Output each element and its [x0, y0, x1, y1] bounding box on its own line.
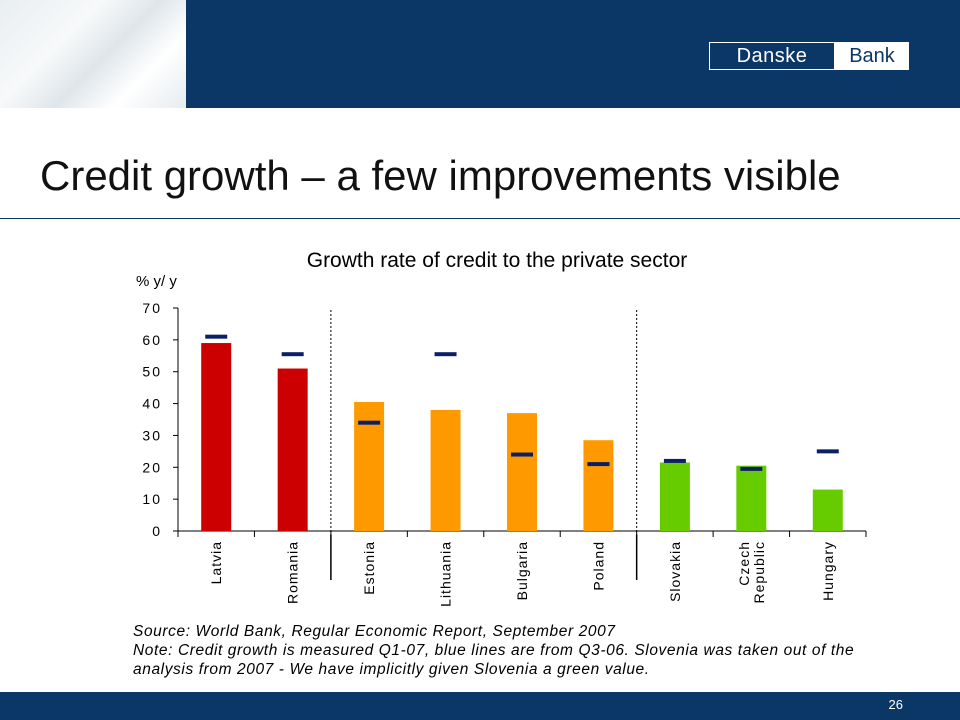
x-tick-label: Slovakia [667, 541, 683, 602]
marker-latvia [205, 334, 228, 339]
x-label-bulgaria: Bulgaria [514, 541, 530, 600]
x-tick-label: Poland [590, 541, 606, 591]
bar-lithuania [430, 409, 461, 531]
marker-estonia [358, 420, 381, 425]
bar-hungary [812, 489, 843, 531]
y-tick-label: 20 [142, 459, 162, 475]
bar-romania [277, 368, 308, 531]
header-decoration [0, 0, 186, 108]
y-tick-label: 30 [142, 427, 162, 443]
x-tick-labels: Latvia Romania Estonia Lithuania Bulgaria Pol… [208, 541, 836, 607]
x-label-poland: Poland [590, 541, 606, 591]
note-line-1: Note: Credit growth is measured Q1-07, b… [133, 642, 855, 659]
x-label-romania: Romania [285, 541, 301, 604]
logo-word-danske: Danske [710, 43, 836, 69]
note-line-2: analysis from 2007 - We have implicitly … [133, 661, 650, 678]
x-tick-label: Hungary [820, 541, 836, 601]
marker-lithuania [434, 352, 457, 357]
chart-title: Growth rate of credit to the private sec… [307, 249, 688, 272]
y-tick-label: 60 [142, 332, 162, 348]
bar-slovakia [659, 462, 690, 531]
page-number: 26 [888, 697, 903, 712]
x-label-estonia: Estonia [361, 541, 377, 595]
x-label-lithuania: Lithuania [438, 541, 454, 607]
y-tick-label: 40 [142, 396, 162, 412]
x-tick-label: Bulgaria [514, 541, 530, 600]
danske-bank-logo: Danske Bank [709, 42, 909, 70]
marker-romania [281, 352, 304, 357]
title-divider [0, 218, 960, 219]
y-axis-label: % y/ y [136, 273, 177, 290]
source-notes: Source: World Bank, Regular Economic Rep… [133, 622, 854, 679]
x-label-hungary: Hungary [820, 541, 836, 601]
y-tick-label: 0 [152, 523, 162, 539]
footer-band: 26 [0, 692, 960, 720]
x-label-slovakia: Slovakia [667, 541, 683, 602]
logo-word-bank: Bank [836, 43, 908, 69]
x-tick-label: Latvia [208, 541, 224, 584]
marker-slovakia [663, 458, 686, 463]
y-tick-label: 10 [142, 491, 162, 507]
marker-bulgaria [511, 452, 533, 457]
slide-title: Credit growth – a few improvements visib… [40, 152, 841, 199]
source-text: Source: World Bank, Regular Economic Rep… [133, 623, 616, 640]
bar-latvia [201, 343, 232, 531]
credit-growth-chart: Growth rate of credit to the private sec… [136, 249, 867, 607]
bar-bulgaria [507, 413, 537, 531]
x-tick-label: Estonia [361, 541, 377, 595]
group-dividers [330, 310, 638, 580]
bar-poland [583, 440, 614, 531]
marker-hungary [816, 449, 839, 454]
x-tick-label: Lithuania [438, 541, 454, 607]
x-label-latvia: Latvia [208, 541, 224, 584]
x-tick-label: Romania [285, 541, 301, 604]
x-label-czech-republic: Czech Republic [736, 541, 767, 603]
marker-poland [587, 462, 610, 467]
q3-06-markers [205, 334, 839, 471]
x-tick-label: Czech [736, 541, 752, 586]
y-tick-label: 50 [142, 364, 162, 380]
y-tick-label: 70 [142, 300, 162, 316]
x-tick-label: Republic [751, 541, 767, 603]
bar-czech-republic [736, 465, 767, 531]
marker-czech-republic [740, 466, 763, 471]
bars [201, 343, 843, 531]
